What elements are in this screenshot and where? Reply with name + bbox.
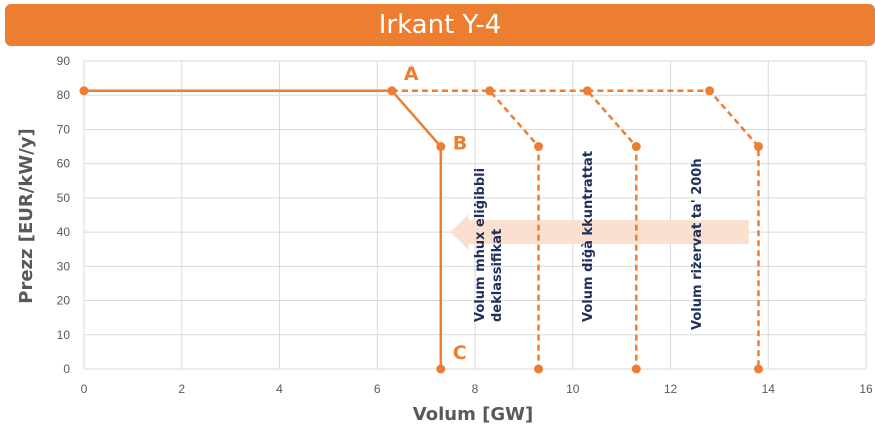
data-point bbox=[79, 86, 89, 96]
tick-labels: 0 10 20 30 40 50 60 70 80 90 0 2 4 6 8 10 12 14 16 bbox=[57, 54, 873, 396]
y-tick-label: 80 bbox=[57, 88, 71, 102]
x-tick-label: 14 bbox=[762, 382, 776, 396]
arrow-shape bbox=[450, 214, 749, 251]
y-tick-label: 90 bbox=[57, 54, 71, 68]
data-point bbox=[705, 86, 715, 96]
y-tick-label: 70 bbox=[57, 122, 71, 136]
x-tick-label: 4 bbox=[276, 382, 283, 396]
x-tick-label: 2 bbox=[178, 382, 185, 396]
series-line-3 bbox=[489, 89, 638, 369]
series-line-4 bbox=[587, 89, 760, 369]
x-tick-label: 8 bbox=[472, 382, 479, 396]
y-tick-label: 60 bbox=[57, 157, 71, 171]
y-tick-label: 30 bbox=[57, 259, 71, 273]
y-axis-title: Prezz [EUR/kW/y] bbox=[16, 128, 37, 303]
data-point bbox=[753, 142, 763, 152]
data-point bbox=[436, 364, 446, 374]
series-line-2 bbox=[391, 89, 540, 369]
points bbox=[79, 86, 763, 374]
annotation-1: Volum mhux eliġibbli deklassifikat bbox=[473, 168, 505, 322]
x-tick-label: 10 bbox=[566, 382, 580, 396]
annotations: Volum mhux eliġibbli deklassifikat Volum d… bbox=[473, 151, 705, 330]
chart-title: Irkant Y-4 bbox=[378, 10, 502, 40]
x-tick-label: 0 bbox=[81, 382, 88, 396]
series-line-1 bbox=[84, 89, 443, 369]
annotation-line: Volum mhux eliġibbli bbox=[473, 168, 488, 322]
y-tick-label: 50 bbox=[57, 191, 71, 205]
chart-title-bar: Irkant Y-4 bbox=[5, 4, 875, 46]
series bbox=[84, 89, 760, 369]
y-tick-label: 10 bbox=[57, 328, 71, 342]
point-label-b: B bbox=[453, 133, 467, 155]
point-label-a: A bbox=[404, 63, 419, 85]
grid bbox=[83, 60, 867, 370]
annotation-line: deklassifikat bbox=[490, 229, 505, 322]
annotation-line: Volum diġà kkuntrattat bbox=[581, 151, 596, 322]
y-tick-label: 40 bbox=[57, 225, 71, 239]
x-axis-title: Volum [GW] bbox=[413, 404, 533, 425]
annotation-line: Volum riżervat ta' 200h bbox=[690, 158, 705, 330]
data-point bbox=[631, 364, 641, 374]
y-tick-label: 20 bbox=[57, 294, 71, 308]
data-point bbox=[534, 364, 544, 374]
x-tick-label: 12 bbox=[664, 382, 678, 396]
point-label-c: C bbox=[453, 342, 467, 364]
data-point bbox=[753, 364, 763, 374]
x-tick-label: 6 bbox=[374, 382, 381, 396]
volume-shift-arrow bbox=[450, 214, 749, 251]
x-tick-label: 16 bbox=[859, 382, 873, 396]
data-point bbox=[485, 86, 495, 96]
point-labels: A B C bbox=[404, 63, 467, 364]
data-point bbox=[534, 142, 544, 152]
data-point bbox=[387, 86, 397, 96]
data-point bbox=[631, 142, 641, 152]
data-point bbox=[582, 86, 592, 96]
data-point bbox=[436, 142, 446, 152]
annotation-3: Volum riżervat ta' 200h bbox=[690, 158, 705, 330]
annotation-2: Volum diġà kkuntrattat bbox=[581, 151, 596, 322]
y-tick-label: 0 bbox=[63, 362, 70, 376]
